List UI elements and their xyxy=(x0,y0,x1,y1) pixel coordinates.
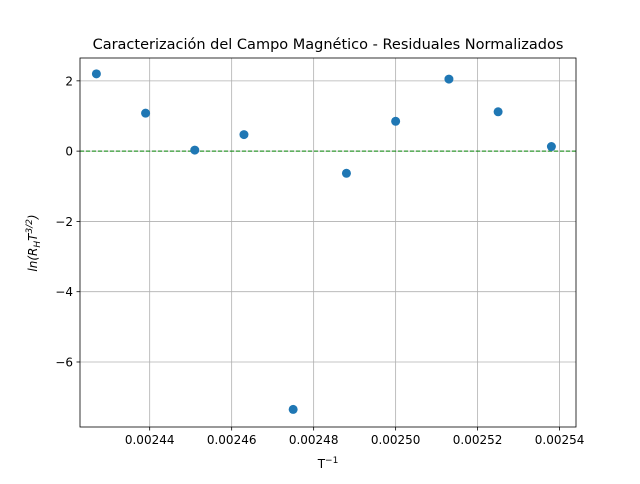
x-tick-label: 0.00248 xyxy=(289,433,339,447)
data-point xyxy=(493,107,503,117)
y-axis-label-subscript: H xyxy=(33,241,43,248)
data-point xyxy=(444,74,454,84)
chart-title: Caracterización del Campo Magnético - Re… xyxy=(93,37,564,53)
x-tick-label: 0.00244 xyxy=(125,433,175,447)
x-tick-label: 0.00246 xyxy=(207,433,257,447)
data-point xyxy=(141,108,151,118)
x-axis-label-base: T xyxy=(317,457,326,471)
data-point xyxy=(91,69,101,79)
plot-frame xyxy=(79,57,577,428)
data-point xyxy=(391,116,401,126)
data-points xyxy=(91,69,556,414)
y-axis-label-suffix: ) xyxy=(26,214,40,220)
y-tick-label: −4 xyxy=(55,285,73,299)
y-axis-label-superscript: 3/2 xyxy=(25,219,35,234)
data-point xyxy=(546,142,556,152)
x-axis-label: T−1 xyxy=(317,456,339,471)
y-tick-label: −6 xyxy=(55,355,73,369)
y-tick-label: 2 xyxy=(65,74,73,88)
y-axis-label: ln(RHT3/2) xyxy=(25,214,43,271)
x-tick-label: 0.00254 xyxy=(535,433,585,447)
data-point xyxy=(288,404,298,414)
data-point xyxy=(239,130,249,140)
x-tick-label: 0.00252 xyxy=(453,433,503,447)
grid xyxy=(80,58,576,427)
y-tick-label: −2 xyxy=(55,215,73,229)
data-point xyxy=(190,145,200,155)
x-axis-label-superscript: −1 xyxy=(325,456,338,466)
y-axis-label-mid: T xyxy=(26,232,40,241)
y-tick-label: 0 xyxy=(65,145,73,159)
data-point xyxy=(341,168,351,178)
y-axis-ticks: 2 0 −2 −4 −6 xyxy=(55,74,80,369)
y-axis-label-prefix: ln(R xyxy=(26,248,40,272)
x-axis-ticks: 0.00244 0.00246 0.00248 0.00250 0.00252 0.002… xyxy=(125,427,585,447)
x-tick-label: 0.00250 xyxy=(371,433,421,447)
